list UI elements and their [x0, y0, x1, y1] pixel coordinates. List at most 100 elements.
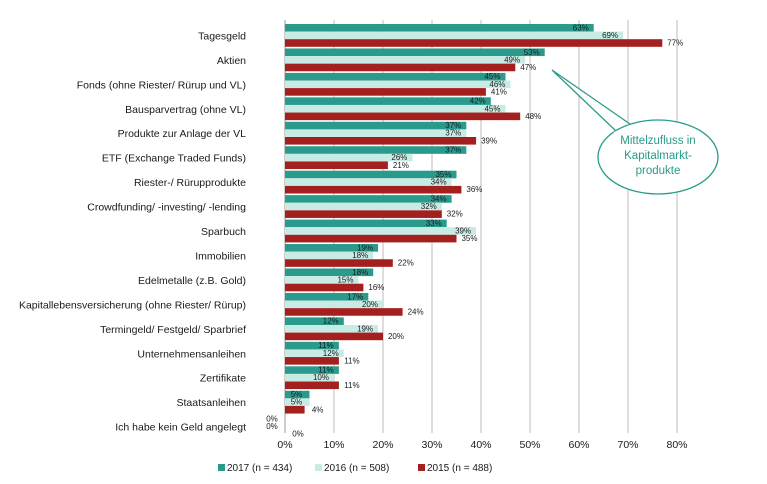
x-tick-label: 40% — [470, 439, 491, 451]
category-label: Bausparvertrag (ohne VL) — [125, 104, 246, 116]
data-label: 18% — [352, 251, 368, 260]
legend-label: 2016 (n = 508) — [324, 463, 389, 474]
data-label: 49% — [504, 55, 520, 64]
bar — [285, 219, 447, 228]
data-label: 35% — [435, 170, 451, 179]
bar — [285, 146, 467, 154]
data-label: 24% — [408, 307, 424, 316]
bar — [285, 325, 379, 333]
category-label: Tagesgeld — [198, 30, 246, 42]
bar — [285, 210, 442, 218]
legend-item: 2017 (n = 434) — [218, 463, 292, 474]
bar — [285, 259, 393, 267]
bar — [285, 170, 457, 179]
category-label: Ich habe kein Geld angelegt — [115, 422, 246, 434]
data-label: 39% — [481, 136, 497, 145]
data-label: 0% — [266, 422, 278, 431]
x-tick-label: 80% — [666, 439, 687, 451]
category-label: Unternehmensanleihen — [137, 348, 246, 360]
callout-text-line: Mittelzufluss in — [620, 135, 695, 147]
bar — [285, 234, 457, 243]
bar — [285, 405, 305, 414]
x-tick-label: 20% — [372, 439, 393, 451]
category-label: Immobilien — [195, 250, 246, 262]
data-label: 21% — [393, 161, 409, 170]
data-label: 11% — [344, 356, 359, 365]
data-label: 11% — [344, 381, 359, 390]
callout-text-line: produkte — [636, 165, 681, 177]
data-label: 34% — [431, 194, 447, 203]
data-label: 47% — [520, 63, 536, 72]
data-label: 22% — [398, 259, 414, 268]
bar — [285, 292, 369, 301]
bar — [285, 31, 624, 40]
bar — [285, 80, 511, 89]
bar — [285, 268, 374, 277]
data-label: 46% — [489, 80, 505, 89]
data-label: 63% — [573, 23, 589, 32]
bar — [285, 308, 403, 316]
data-label: 39% — [455, 227, 471, 236]
data-label: 12% — [323, 349, 339, 358]
data-label: 48% — [525, 112, 541, 121]
bar — [285, 381, 339, 390]
category-label: ETF (Exchange Traded Funds) — [102, 153, 246, 165]
data-labels: 63%69%77%53%49%47%45%46%41%42%45%48%37%3… — [266, 23, 683, 438]
legend-item: 2016 (n = 508) — [315, 463, 389, 474]
bar — [285, 121, 467, 130]
data-label: 37% — [445, 121, 461, 130]
bar — [285, 153, 413, 162]
legend-swatch — [418, 464, 425, 471]
bar — [285, 112, 521, 121]
bar — [285, 97, 491, 105]
data-label: 33% — [426, 219, 442, 228]
data-label: 35% — [461, 234, 477, 243]
legend-swatch — [218, 464, 225, 471]
data-label: 45% — [484, 104, 500, 113]
data-label: 12% — [323, 317, 339, 326]
data-label: 11% — [318, 366, 333, 375]
data-label: 20% — [388, 332, 404, 341]
legend-item: 2015 (n = 488) — [418, 463, 492, 474]
bar — [285, 332, 383, 341]
data-label: 41% — [491, 87, 507, 96]
bar — [285, 185, 462, 194]
data-label: 37% — [445, 146, 461, 155]
bar — [285, 39, 663, 47]
bar — [285, 373, 334, 382]
bar — [285, 276, 359, 284]
bar — [285, 317, 344, 325]
legend: 2017 (n = 434) 2016 (n = 508) 2015 (n = 48… — [218, 463, 492, 474]
data-label: 0% — [266, 415, 278, 424]
data-label: 53% — [524, 48, 540, 57]
data-label: 34% — [431, 178, 447, 187]
x-tick-label: 60% — [568, 439, 589, 451]
bar — [285, 251, 374, 260]
category-labels: Tagesgeld Aktien Fonds (ohne Riester/ Rüru… — [19, 30, 246, 433]
data-label: 5% — [291, 390, 303, 399]
bar — [285, 300, 383, 309]
category-label: Aktien — [217, 55, 246, 67]
data-label: 37% — [445, 129, 461, 138]
data-label: 32% — [421, 202, 437, 211]
data-label: 69% — [602, 31, 618, 40]
category-label: Termingeld/ Festgeld/ Sparbrief — [100, 324, 246, 336]
legend-label: 2017 (n = 434) — [227, 463, 292, 474]
bar — [285, 161, 388, 170]
category-label: Zertifikate — [200, 373, 246, 385]
bar — [285, 227, 477, 235]
x-tick-label: 10% — [323, 439, 344, 451]
x-tick-label: 30% — [421, 439, 442, 451]
data-label: 15% — [337, 275, 353, 284]
callout-annotation: Mittelzufluss in Kapitalmarkt-produkte — [551, 69, 719, 195]
bar — [285, 341, 339, 350]
data-label: 19% — [357, 324, 373, 333]
bar — [285, 24, 594, 32]
data-label: 20% — [362, 300, 378, 309]
bar — [285, 48, 545, 57]
data-label: 77% — [667, 39, 683, 48]
data-label: 19% — [357, 243, 373, 252]
callout-seam — [613, 125, 633, 134]
category-label: Staatsanleihen — [177, 397, 247, 409]
bar — [285, 104, 506, 113]
